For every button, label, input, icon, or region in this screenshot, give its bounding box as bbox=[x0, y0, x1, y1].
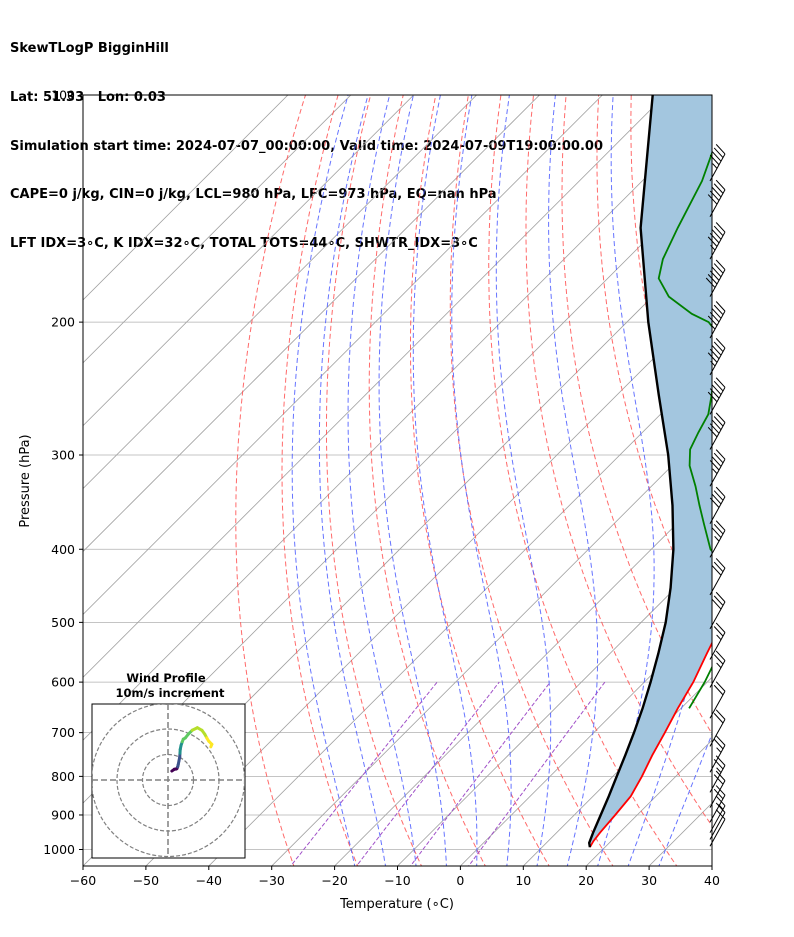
dry-adiabat bbox=[326, 95, 423, 866]
isotherm-line bbox=[83, 95, 352, 364]
wind-barb bbox=[707, 412, 726, 450]
dry-adiabat bbox=[729, 91, 794, 869]
y-tick-label: 600 bbox=[51, 675, 75, 690]
isotherm-line bbox=[83, 110, 712, 741]
header-times: Simulation start time: 2024-07-07_00:00:… bbox=[10, 138, 603, 154]
mixing-ratio-line bbox=[409, 681, 551, 866]
temperature-line bbox=[589, 641, 712, 848]
hodograph-segment bbox=[209, 742, 214, 749]
x-tick-label: −50 bbox=[133, 873, 159, 888]
hodograph-subtitle: 10m/s increment bbox=[116, 686, 225, 700]
moist-adiabat bbox=[451, 95, 512, 866]
x-tick-label: 20 bbox=[578, 873, 594, 888]
isotherm-line bbox=[83, 95, 415, 427]
moist-adiabat bbox=[495, 95, 552, 866]
dry-adiabat bbox=[410, 95, 550, 866]
isotherm-line bbox=[711, 865, 712, 866]
moist-adiabat bbox=[548, 95, 599, 866]
header-indices-1: CAPE=0 j/kg, CIN=0 j/kg, LCL=980 hPa, LF… bbox=[10, 187, 497, 203]
y-tick-label: 100 bbox=[51, 88, 75, 103]
isotherm-line bbox=[334, 488, 712, 866]
header-indices-2: LFT IDX=3∘C, K IDX=32∘C, TOTAL TOTS=44∘C… bbox=[10, 235, 478, 251]
dry-adiabat bbox=[368, 95, 486, 866]
x-tick-label: −10 bbox=[384, 873, 410, 888]
isotherm-line bbox=[83, 95, 603, 615]
isotherm-line bbox=[459, 613, 712, 866]
x-tick-label: −40 bbox=[196, 873, 222, 888]
y-axis-label: Pressure (hPa) bbox=[18, 434, 33, 527]
isotherm-line bbox=[83, 95, 478, 490]
wind-barbs bbox=[705, 144, 726, 847]
isotherm-line bbox=[396, 550, 712, 866]
x-tick-label: 30 bbox=[641, 873, 657, 888]
header-location: Lat: 51.33 Lon: 0.03 bbox=[10, 90, 166, 106]
parcel-line bbox=[587, 95, 675, 848]
x-tick-label: 10 bbox=[515, 873, 531, 888]
cin-area bbox=[589, 95, 712, 848]
wind-barb bbox=[709, 449, 726, 487]
y-tick-label: 200 bbox=[51, 315, 75, 330]
moist-adiabat bbox=[658, 732, 712, 866]
x-tick-label: −20 bbox=[321, 873, 347, 888]
isotherm-line bbox=[145, 299, 712, 866]
axes: −60 −50 −40 −30 −20 −10 0 10 20 30 40 100 200 300 400 5… bbox=[43, 88, 720, 889]
hodograph-ring bbox=[92, 704, 245, 858]
dewpoint-line bbox=[657, 150, 712, 709]
isotherm-line bbox=[83, 95, 289, 301]
y-tick-label: 1000 bbox=[43, 842, 75, 857]
mixing-ratio-line bbox=[468, 681, 606, 866]
x-tick-label: 0 bbox=[456, 873, 464, 888]
hodograph-plot bbox=[92, 704, 245, 858]
chart-header: SkewTLogP BigginHill Lat: 51.33 Lon: 0.0… bbox=[10, 9, 603, 268]
y-tick-label: 900 bbox=[51, 807, 75, 822]
y-tick-label: 400 bbox=[51, 542, 75, 557]
moist-adiabat bbox=[412, 95, 478, 866]
dry-adiabat bbox=[281, 95, 359, 866]
moist-adiabat bbox=[378, 95, 447, 866]
profile-lines bbox=[587, 95, 712, 848]
hodograph-title: Wind Profile bbox=[126, 671, 206, 685]
dry-adiabat bbox=[596, 95, 712, 638]
x-axis-label: Temperature (∘C) bbox=[339, 897, 454, 912]
x-tick-label: −30 bbox=[259, 873, 285, 888]
dry-adiabat bbox=[488, 95, 678, 866]
x-tick-label: −60 bbox=[70, 873, 96, 888]
y-tick-label: 700 bbox=[51, 725, 75, 740]
isotherm-line bbox=[271, 425, 712, 866]
moist-adiabat bbox=[318, 95, 387, 866]
mixing-ratio-line bbox=[290, 681, 438, 866]
x-tick-label: 40 bbox=[704, 873, 720, 888]
dry-adiabat bbox=[561, 95, 712, 735]
y-tick-label: 500 bbox=[51, 615, 75, 630]
isotherm-line bbox=[208, 362, 712, 866]
dry-adiabat bbox=[235, 95, 307, 866]
wind-barb bbox=[705, 259, 726, 297]
cape-shading bbox=[589, 95, 712, 848]
moist-adiabat bbox=[347, 95, 417, 866]
dry-adiabat bbox=[761, 91, 794, 869]
header-title: SkewTLogP BigginHill bbox=[10, 41, 169, 57]
isotherm-line bbox=[83, 95, 541, 553]
background-lines bbox=[83, 91, 794, 869]
moist-adiabat bbox=[291, 95, 356, 866]
y-tick-label: 300 bbox=[51, 447, 75, 462]
mixing-ratio-line bbox=[355, 681, 500, 866]
y-tick-label: 800 bbox=[51, 769, 75, 784]
